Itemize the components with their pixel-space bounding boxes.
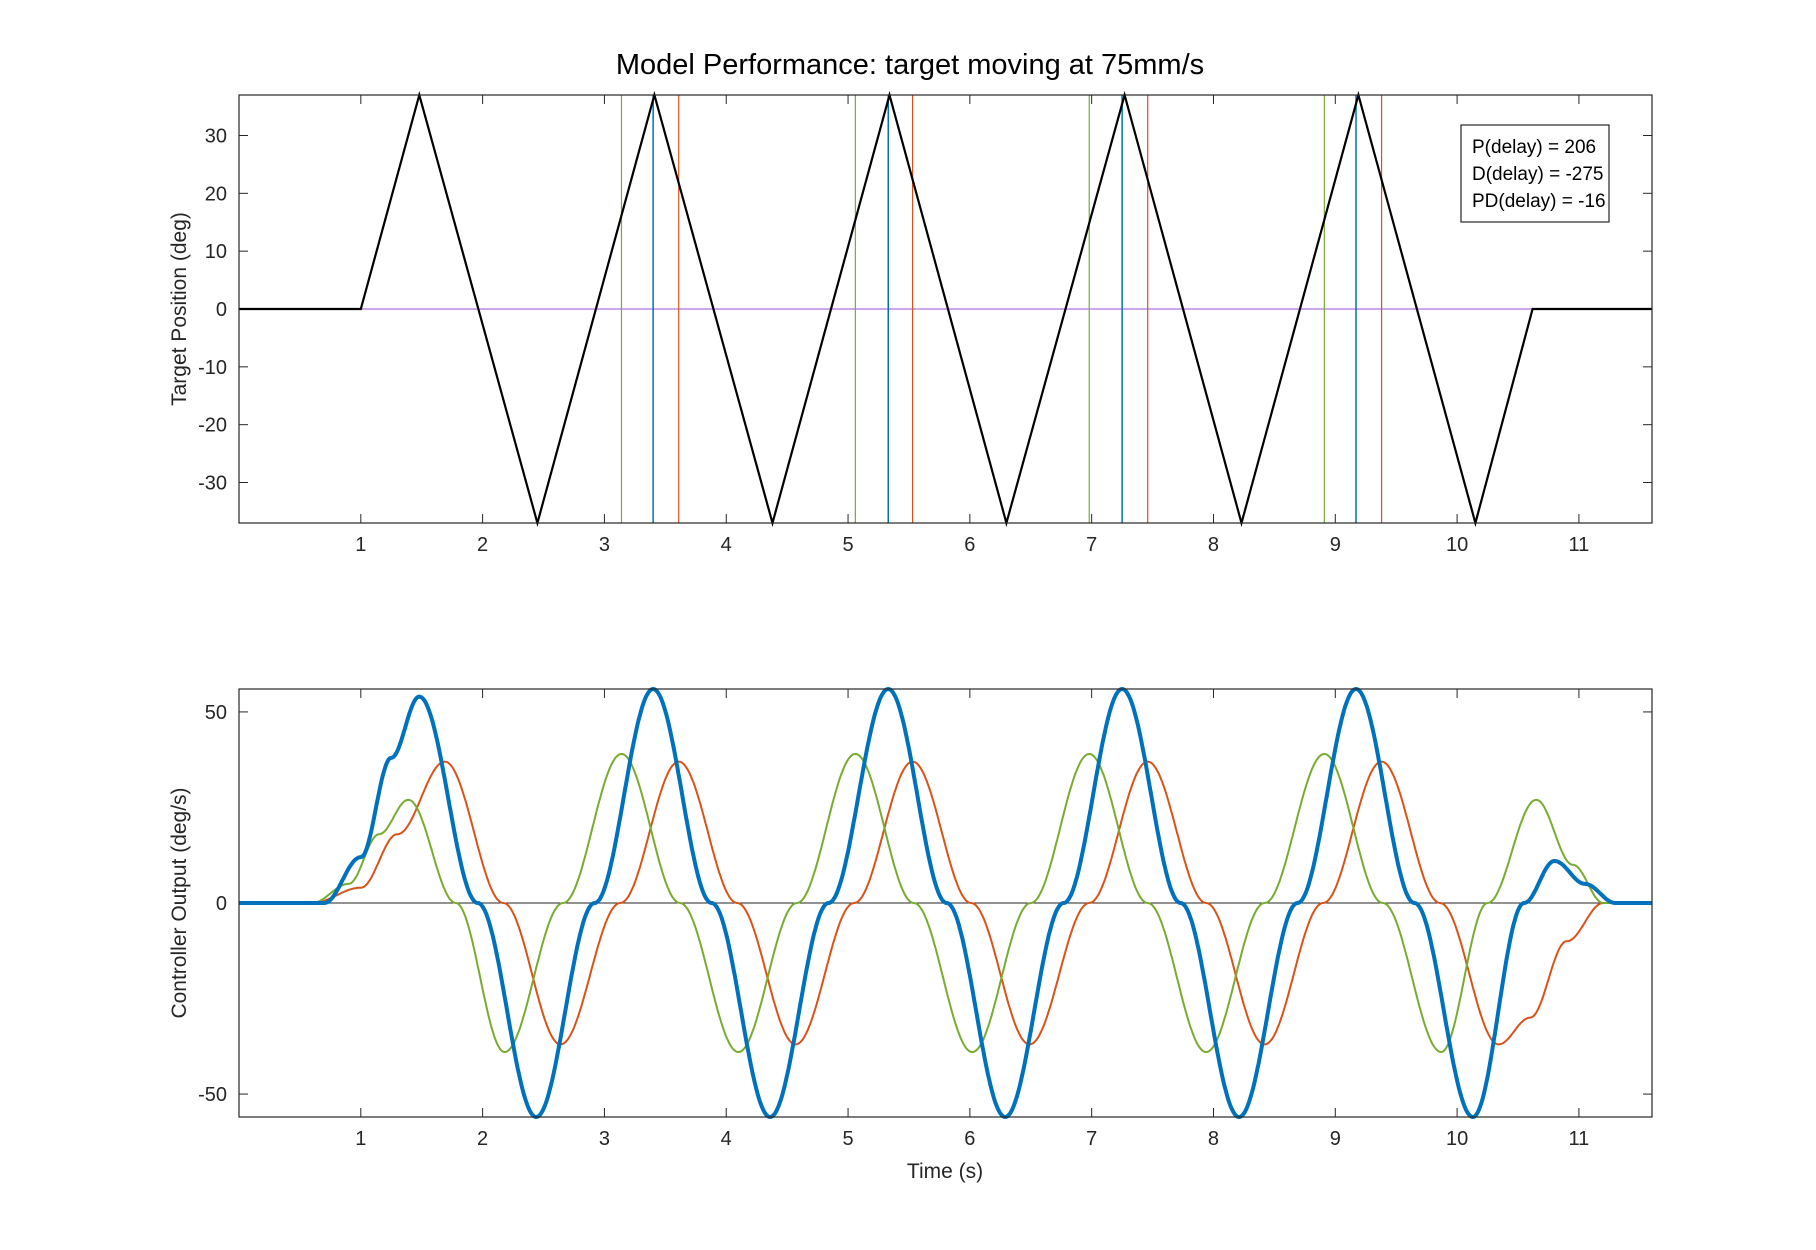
x-tick-label: 3 <box>599 1128 610 1150</box>
y-tick-label: 20 <box>205 183 227 205</box>
bottom-y-label: Controller Output (deg/s) <box>168 787 191 1018</box>
legend-entry-pd: PD(delay) = -16 <box>1472 191 1606 212</box>
y-tick-label: -30 <box>198 473 227 495</box>
top-axes: 1 2 3 4 5 6 7 8 9 10 11 -30 -20 -10 0 10 20 30 Target Po… <box>168 90 1653 556</box>
bottom-axes: 1 2 3 4 5 6 7 8 9 10 11 -50 0 50 Controller Output (… <box>168 687 1653 1183</box>
x-tick-label: 2 <box>477 534 488 556</box>
y-tick-label: -20 <box>198 415 227 437</box>
x-tick-label: 8 <box>1208 1128 1219 1150</box>
x-tick-label: 1 <box>355 1128 366 1150</box>
x-tick-label: 4 <box>721 534 732 556</box>
series-p-line <box>239 753 1652 1053</box>
x-tick-label: 9 <box>1330 1128 1341 1150</box>
legend-entry-d: D(delay) = -275 <box>1472 164 1603 185</box>
y-tick-label: 50 <box>205 702 227 724</box>
legend-box: P(delay) = 206 D(delay) = -275 PD(delay)… <box>1460 124 1610 223</box>
legend-frame <box>1460 124 1610 223</box>
series-d-line <box>239 760 1652 1046</box>
x-tick-label: 11 <box>1569 534 1590 556</box>
x-tick-label: 10 <box>1446 1128 1468 1150</box>
x-tick-label: 2 <box>477 1128 488 1150</box>
x-tick-label: 6 <box>964 1128 975 1150</box>
legend-entry-p: P(delay) = 206 <box>1472 137 1596 158</box>
x-tick-label: 3 <box>599 534 610 556</box>
x-tick-label: 9 <box>1330 534 1341 556</box>
x-tick-label: 7 <box>1086 534 1097 556</box>
top-y-label: Target Position (deg) <box>168 212 191 406</box>
top-axes-frame <box>238 94 1653 524</box>
y-tick-label: -50 <box>198 1084 227 1106</box>
x-tick-label: 4 <box>721 1128 732 1150</box>
y-tick-label: 0 <box>216 299 227 321</box>
x-tick-label: 7 <box>1086 1128 1097 1150</box>
target-position-line <box>239 90 1652 528</box>
chart-title: Model Performance: target moving at 75mm… <box>616 49 1204 81</box>
bottom-axes-frame <box>238 688 1653 1118</box>
y-tick-label: 10 <box>205 241 227 263</box>
x-tick-label: 1 <box>355 534 366 556</box>
x-tick-label: 6 <box>964 534 975 556</box>
x-tick-label: 11 <box>1569 1128 1590 1150</box>
y-tick-label: 30 <box>205 125 227 147</box>
series-pd-line <box>238 687 1653 1119</box>
bottom-x-label: Time (s) <box>907 1160 983 1183</box>
x-tick-label: 8 <box>1208 534 1219 556</box>
x-tick-label: 5 <box>842 1128 853 1150</box>
y-tick-label: -10 <box>198 357 227 379</box>
y-tick-label: 0 <box>216 893 227 915</box>
x-tick-label: 10 <box>1446 534 1468 556</box>
x-tick-label: 5 <box>842 534 853 556</box>
